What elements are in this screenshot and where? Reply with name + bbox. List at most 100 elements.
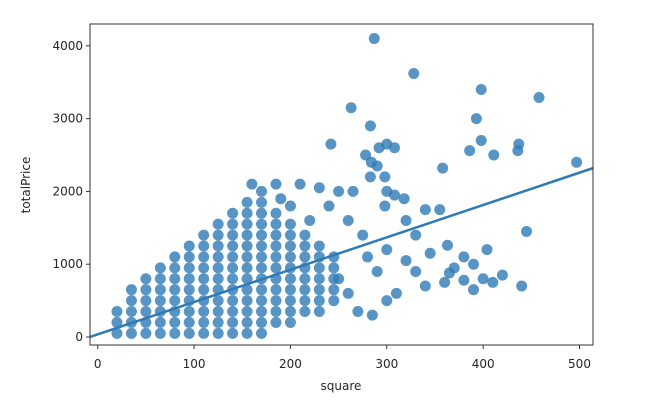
scatter-point bbox=[227, 207, 239, 219]
scatter-point bbox=[212, 262, 224, 274]
x-tick-label: 200 bbox=[279, 357, 302, 371]
scatter-point bbox=[169, 327, 181, 339]
scatter-point bbox=[111, 316, 123, 328]
scatter-point bbox=[198, 327, 210, 339]
scatter-point bbox=[270, 306, 282, 318]
scatter-point bbox=[125, 284, 137, 296]
scatter-point bbox=[111, 306, 123, 318]
scatter-point bbox=[475, 84, 487, 96]
x-tick-label: 0 bbox=[94, 357, 102, 371]
scatter-point bbox=[169, 316, 181, 328]
scatter-point bbox=[241, 316, 253, 328]
x-tick-label: 100 bbox=[183, 357, 206, 371]
scatter-point bbox=[400, 215, 412, 227]
scatter-point bbox=[419, 204, 431, 216]
scatter-point bbox=[475, 134, 487, 146]
scatter-point bbox=[154, 273, 166, 285]
scatter-point bbox=[571, 156, 583, 168]
scatter-point bbox=[270, 262, 282, 274]
scatter-point bbox=[270, 316, 282, 328]
scatter-point bbox=[227, 295, 239, 307]
scatter-point bbox=[366, 309, 378, 321]
scatter-point bbox=[410, 229, 422, 241]
scatter-point bbox=[241, 207, 253, 219]
scatter-point bbox=[241, 295, 253, 307]
scatter-point bbox=[481, 244, 493, 256]
scatter-point bbox=[299, 284, 311, 296]
scatter-point bbox=[270, 251, 282, 263]
scatter-point bbox=[284, 229, 296, 241]
scatter-point bbox=[328, 262, 340, 274]
scatter-point bbox=[441, 239, 453, 251]
scatter-point bbox=[212, 240, 224, 252]
scatter-point bbox=[284, 251, 296, 263]
x-tick-label: 500 bbox=[568, 357, 591, 371]
scatter-point bbox=[373, 142, 385, 154]
scatter-point bbox=[154, 284, 166, 296]
scatter-point bbox=[154, 316, 166, 328]
scatter-point bbox=[169, 284, 181, 296]
scatter-point bbox=[352, 306, 364, 318]
scatter-point bbox=[284, 316, 296, 328]
scatter-point bbox=[284, 218, 296, 230]
plot-area bbox=[90, 33, 593, 339]
scatter-point bbox=[256, 207, 268, 219]
scatter-point bbox=[212, 306, 224, 318]
scatter-point bbox=[212, 229, 224, 241]
y-tick-label: 2000 bbox=[52, 184, 83, 198]
scatter-point bbox=[313, 284, 325, 296]
scatter-point bbox=[468, 284, 480, 296]
scatter-point bbox=[154, 327, 166, 339]
scatter-point bbox=[241, 240, 253, 252]
scatter-point bbox=[313, 182, 325, 194]
scatter-point bbox=[388, 189, 400, 201]
scatter-point bbox=[342, 287, 354, 299]
scatter-point bbox=[464, 145, 476, 157]
scatter-point bbox=[256, 251, 268, 263]
scatter-point bbox=[390, 287, 402, 299]
scatter-point bbox=[270, 284, 282, 296]
scatter-point bbox=[325, 138, 337, 150]
scatter-point bbox=[256, 306, 268, 318]
scatter-point bbox=[379, 171, 391, 183]
scatter-point bbox=[227, 218, 239, 230]
scatter-point bbox=[284, 240, 296, 252]
axes-frame bbox=[89, 23, 594, 346]
scatter-point bbox=[284, 273, 296, 285]
scatter-point bbox=[443, 267, 455, 279]
scatter-point bbox=[362, 251, 374, 263]
scatter-point bbox=[533, 92, 545, 104]
scatter-point bbox=[333, 273, 345, 285]
scatter-point bbox=[183, 306, 195, 318]
scatter-point bbox=[212, 218, 224, 230]
scatter-point bbox=[364, 171, 376, 183]
scatter-point bbox=[154, 295, 166, 307]
scatter-point bbox=[256, 316, 268, 328]
scatter-point bbox=[241, 306, 253, 318]
scatter-point bbox=[328, 284, 340, 296]
scatter-point bbox=[270, 295, 282, 307]
regression-line bbox=[90, 166, 593, 339]
scatter-point bbox=[227, 306, 239, 318]
scatter-point bbox=[521, 225, 533, 237]
scatter-point bbox=[256, 262, 268, 274]
scatter-point bbox=[125, 295, 137, 307]
scatter-point bbox=[169, 251, 181, 263]
scatter-point bbox=[381, 244, 393, 256]
scatter-point bbox=[381, 295, 393, 307]
scatter-point bbox=[125, 327, 137, 339]
scatter-point bbox=[256, 196, 268, 208]
scatter-point bbox=[458, 274, 470, 286]
scatter-point bbox=[241, 284, 253, 296]
scatter-point bbox=[458, 251, 470, 263]
scatter-point bbox=[487, 276, 499, 288]
scatter-point bbox=[198, 229, 210, 241]
scatter-point bbox=[313, 273, 325, 285]
scatter-point bbox=[241, 251, 253, 263]
scatter-point bbox=[304, 215, 316, 227]
scatter-point bbox=[241, 196, 253, 208]
scatter-point bbox=[299, 229, 311, 241]
scatter-point bbox=[212, 316, 224, 328]
scatter-point bbox=[299, 306, 311, 318]
scatter-point bbox=[371, 160, 383, 172]
